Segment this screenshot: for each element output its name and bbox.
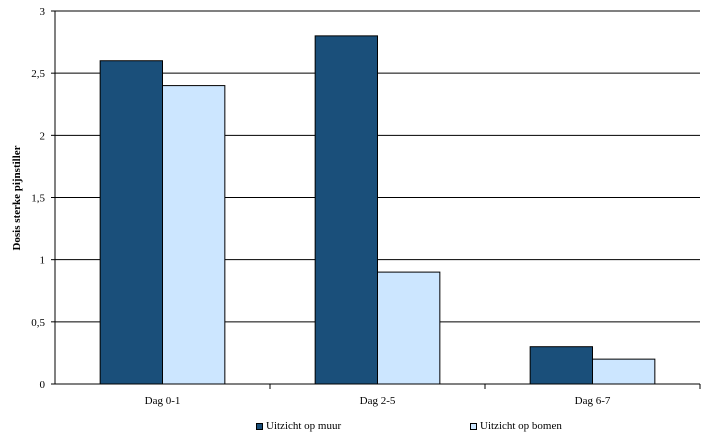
- bar-bomen-0: [162, 85, 226, 385]
- y-tick-label: 2: [40, 130, 46, 142]
- y-tick-label: 3: [40, 6, 46, 18]
- bar-bomen-2: [592, 358, 656, 385]
- legend-label-muur: Uitzicht op muur: [266, 420, 342, 432]
- legend-swatch-bomen: [470, 422, 477, 430]
- x-tick-label: Dag 6-7: [575, 395, 611, 407]
- y-tick-label: 1,5: [31, 193, 45, 205]
- legend: Uitzicht op muur Uitzicht op bomen: [0, 420, 709, 434]
- y-tick-label: 0,5: [31, 317, 45, 329]
- y-axis-title: Dosis sterke pijnstiller: [11, 145, 23, 250]
- x-tick-label: Dag 0-1: [145, 395, 181, 407]
- x-tick-label: Dag 2-5: [360, 395, 396, 407]
- legend-label-bomen: Uitzicht op bomen: [480, 420, 562, 432]
- bar-muur-1: [314, 35, 378, 385]
- y-tick-label: 0: [40, 379, 46, 391]
- bar-muur-0: [99, 60, 163, 385]
- axes: 0 0,5 1 1,5 2 2,5 3 Dag 0-1 Dag 2-5 Dag 6-7: [31, 6, 701, 407]
- legend-item-bomen: Uitzicht op bomen: [470, 420, 562, 432]
- legend-item-muur: Uitzicht op muur: [256, 420, 341, 432]
- y-tick-label: 1: [40, 255, 46, 267]
- bar-bomen-1: [377, 271, 441, 385]
- bars: [99, 35, 656, 385]
- legend-swatch-muur: [256, 422, 263, 430]
- bar-muur-2: [529, 346, 594, 385]
- y-tick-label: 2,5: [31, 68, 45, 80]
